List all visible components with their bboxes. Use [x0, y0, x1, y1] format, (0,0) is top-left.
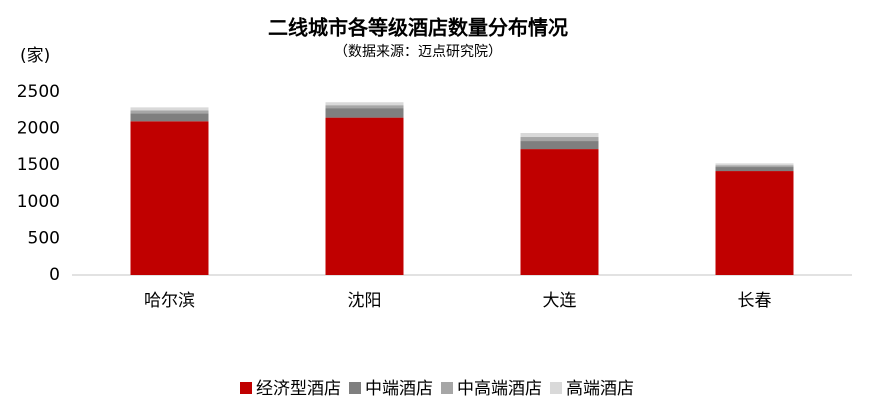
y-tick-label: 2000 [17, 119, 60, 139]
chart-title: 二线城市各等级酒店数量分布情况 [268, 16, 568, 40]
chart-subtitle: （数据来源：迈点研究院） [334, 44, 502, 60]
bar-segment [130, 107, 209, 111]
legend-swatch [349, 382, 361, 394]
bar-segment [715, 165, 794, 168]
bar-segment [715, 163, 794, 166]
x-tick-label: 哈尔滨 [144, 291, 195, 311]
y-tick-label: 500 [28, 228, 60, 248]
bar-segment [520, 132, 599, 138]
bar-segment [715, 167, 794, 172]
y-tick-label: 1500 [17, 155, 60, 175]
bar-segment [130, 121, 209, 275]
legend-label: 经济型酒店 [256, 379, 341, 399]
x-tick-label: 大连 [543, 291, 577, 311]
bar-segment [715, 171, 794, 275]
x-tick-label: 长春 [738, 291, 772, 311]
bar-segment [325, 102, 404, 106]
x-tick-label: 沈阳 [348, 291, 382, 311]
y-tick-label: 0 [49, 265, 60, 285]
bar-segment [130, 110, 209, 114]
legend-label: 高端酒店 [566, 379, 634, 399]
y-axis-label: (家) [20, 46, 50, 66]
bar-segment [520, 149, 599, 275]
bar-segment [520, 137, 599, 142]
legend-label: 中端酒店 [365, 379, 433, 399]
bar-segment [325, 117, 404, 276]
bar-segment [325, 108, 404, 118]
legend-swatch [240, 382, 252, 394]
legend-swatch [441, 382, 453, 394]
bar-segment [520, 141, 599, 150]
legend-swatch [550, 382, 562, 394]
y-tick-label: 2500 [17, 82, 60, 102]
y-tick-label: 1000 [17, 192, 60, 212]
legend-label: 中高端酒店 [457, 379, 542, 399]
bar-segment [325, 105, 404, 109]
bar-segment [130, 113, 209, 122]
